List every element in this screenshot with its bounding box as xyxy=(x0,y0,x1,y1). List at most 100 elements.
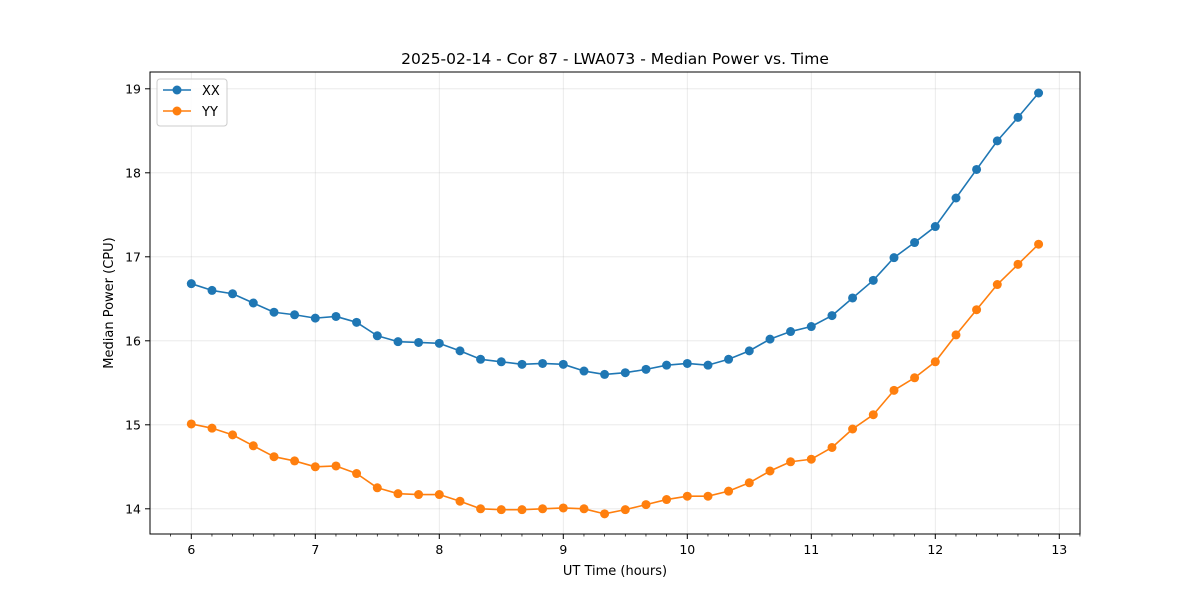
data-point-xx xyxy=(827,311,837,321)
data-point-yy xyxy=(806,454,816,464)
data-point-xx xyxy=(724,354,734,364)
data-point-yy xyxy=(248,441,258,451)
data-point-yy xyxy=(889,385,899,395)
data-point-yy xyxy=(703,491,713,501)
x-axis-label: UT Time (hours) xyxy=(563,564,667,579)
data-point-xx xyxy=(496,357,506,367)
data-point-yy xyxy=(476,504,486,514)
x-tick-label: 12 xyxy=(927,542,943,557)
data-point-yy xyxy=(496,505,506,515)
x-tick-label: 7 xyxy=(311,542,319,557)
data-point-xx xyxy=(868,275,878,285)
data-point-xx xyxy=(889,253,899,263)
data-point-xx xyxy=(1034,88,1044,98)
data-point-yy xyxy=(600,509,610,519)
data-point-yy xyxy=(269,452,279,462)
y-tick-label: 15 xyxy=(125,417,141,432)
data-point-yy xyxy=(992,280,1002,290)
data-point-yy xyxy=(207,423,217,433)
data-point-xx xyxy=(558,359,568,369)
x-tick-label: 6 xyxy=(187,542,195,557)
data-point-xx xyxy=(703,360,713,370)
data-point-xx xyxy=(910,238,920,248)
data-point-yy xyxy=(331,461,341,471)
data-point-yy xyxy=(744,478,754,488)
data-point-yy xyxy=(393,489,403,499)
data-point-yy xyxy=(786,457,796,467)
legend-label-xx: XX xyxy=(202,84,220,99)
data-point-xx xyxy=(517,359,527,369)
data-point-yy xyxy=(372,483,382,493)
axes: 6 7 8 9 10 11 12 13 14 15 16 17 18 19 xyxy=(125,81,1081,557)
y-tick-label: 14 xyxy=(125,501,141,516)
data-point-yy xyxy=(290,456,300,466)
x-tick-label: 8 xyxy=(435,542,443,557)
data-point-yy xyxy=(455,496,465,506)
data-point-yy xyxy=(434,490,444,500)
data-point-yy xyxy=(352,469,362,479)
x-tick-label: 9 xyxy=(559,542,567,557)
data-point-xx xyxy=(331,311,341,321)
data-point-yy xyxy=(620,505,630,515)
data-point-xx xyxy=(786,327,796,337)
data-point-yy xyxy=(724,486,734,496)
data-point-yy xyxy=(579,504,589,514)
data-point-yy xyxy=(228,430,238,440)
data-point-xx xyxy=(600,369,610,379)
data-point-xx xyxy=(269,307,279,317)
data-point-xx xyxy=(641,364,651,374)
data-point-xx xyxy=(248,298,258,308)
data-point-xx xyxy=(393,337,403,347)
data-point-yy xyxy=(517,505,527,515)
data-point-xx xyxy=(744,346,754,356)
data-point-xx xyxy=(579,366,589,376)
data-point-xx xyxy=(207,285,217,295)
chart-title: 2025-02-14 - Cor 87 - LWA073 - Median Po… xyxy=(401,50,829,68)
x-tick-label: 13 xyxy=(1051,542,1067,557)
data-point-xx xyxy=(352,317,362,327)
data-point-xx xyxy=(476,354,486,364)
y-tick-label: 17 xyxy=(125,249,141,264)
data-point-xx xyxy=(992,136,1002,146)
y-tick-label: 18 xyxy=(125,165,141,180)
data-point-xx xyxy=(434,338,444,348)
legend: XX YY xyxy=(156,78,228,127)
legend-marker-xx xyxy=(172,85,182,95)
data-point-xx xyxy=(682,358,692,368)
data-point-yy xyxy=(1013,259,1023,269)
data-point-xx xyxy=(1013,112,1023,122)
data-point-yy xyxy=(930,357,940,367)
data-point-xx xyxy=(455,346,465,356)
data-point-xx xyxy=(951,193,961,203)
plot-frame xyxy=(149,71,1081,535)
data-point-xx xyxy=(972,164,982,174)
legend-marker-yy xyxy=(172,106,182,116)
data-point-xx xyxy=(414,337,424,347)
data-point-xx xyxy=(186,279,196,289)
data-point-xx xyxy=(372,331,382,341)
data-point-yy xyxy=(848,424,858,434)
y-tick-label: 19 xyxy=(125,81,141,96)
data-point-yy xyxy=(558,503,568,513)
plot-series xyxy=(186,88,1044,519)
data-point-yy xyxy=(414,490,424,500)
data-point-xx xyxy=(848,293,858,303)
data-point-yy xyxy=(641,500,651,510)
data-point-yy xyxy=(868,410,878,420)
data-point-yy xyxy=(951,330,961,340)
data-point-xx xyxy=(538,358,548,368)
data-point-xx xyxy=(620,368,630,378)
data-point-xx xyxy=(290,310,300,320)
data-point-xx xyxy=(310,313,320,323)
data-point-yy xyxy=(682,491,692,501)
data-point-yy xyxy=(765,466,775,476)
x-tick-label: 11 xyxy=(803,542,819,557)
data-point-yy xyxy=(1034,239,1044,249)
data-point-xx xyxy=(806,322,816,332)
data-point-yy xyxy=(827,442,837,452)
data-point-xx xyxy=(228,289,238,299)
data-point-yy xyxy=(662,495,672,505)
grid xyxy=(150,72,1080,534)
y-axis-label: Median Power (CPU) xyxy=(102,237,117,368)
